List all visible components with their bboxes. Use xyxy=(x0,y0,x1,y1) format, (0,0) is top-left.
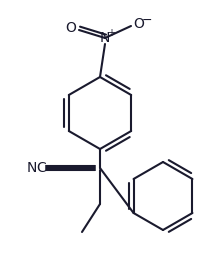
Text: O: O xyxy=(66,21,76,35)
Text: O: O xyxy=(134,17,145,31)
Text: −: − xyxy=(142,13,152,26)
Text: +: + xyxy=(107,28,115,38)
Text: C: C xyxy=(36,161,46,175)
Text: N: N xyxy=(27,161,37,175)
Text: N: N xyxy=(100,31,110,45)
